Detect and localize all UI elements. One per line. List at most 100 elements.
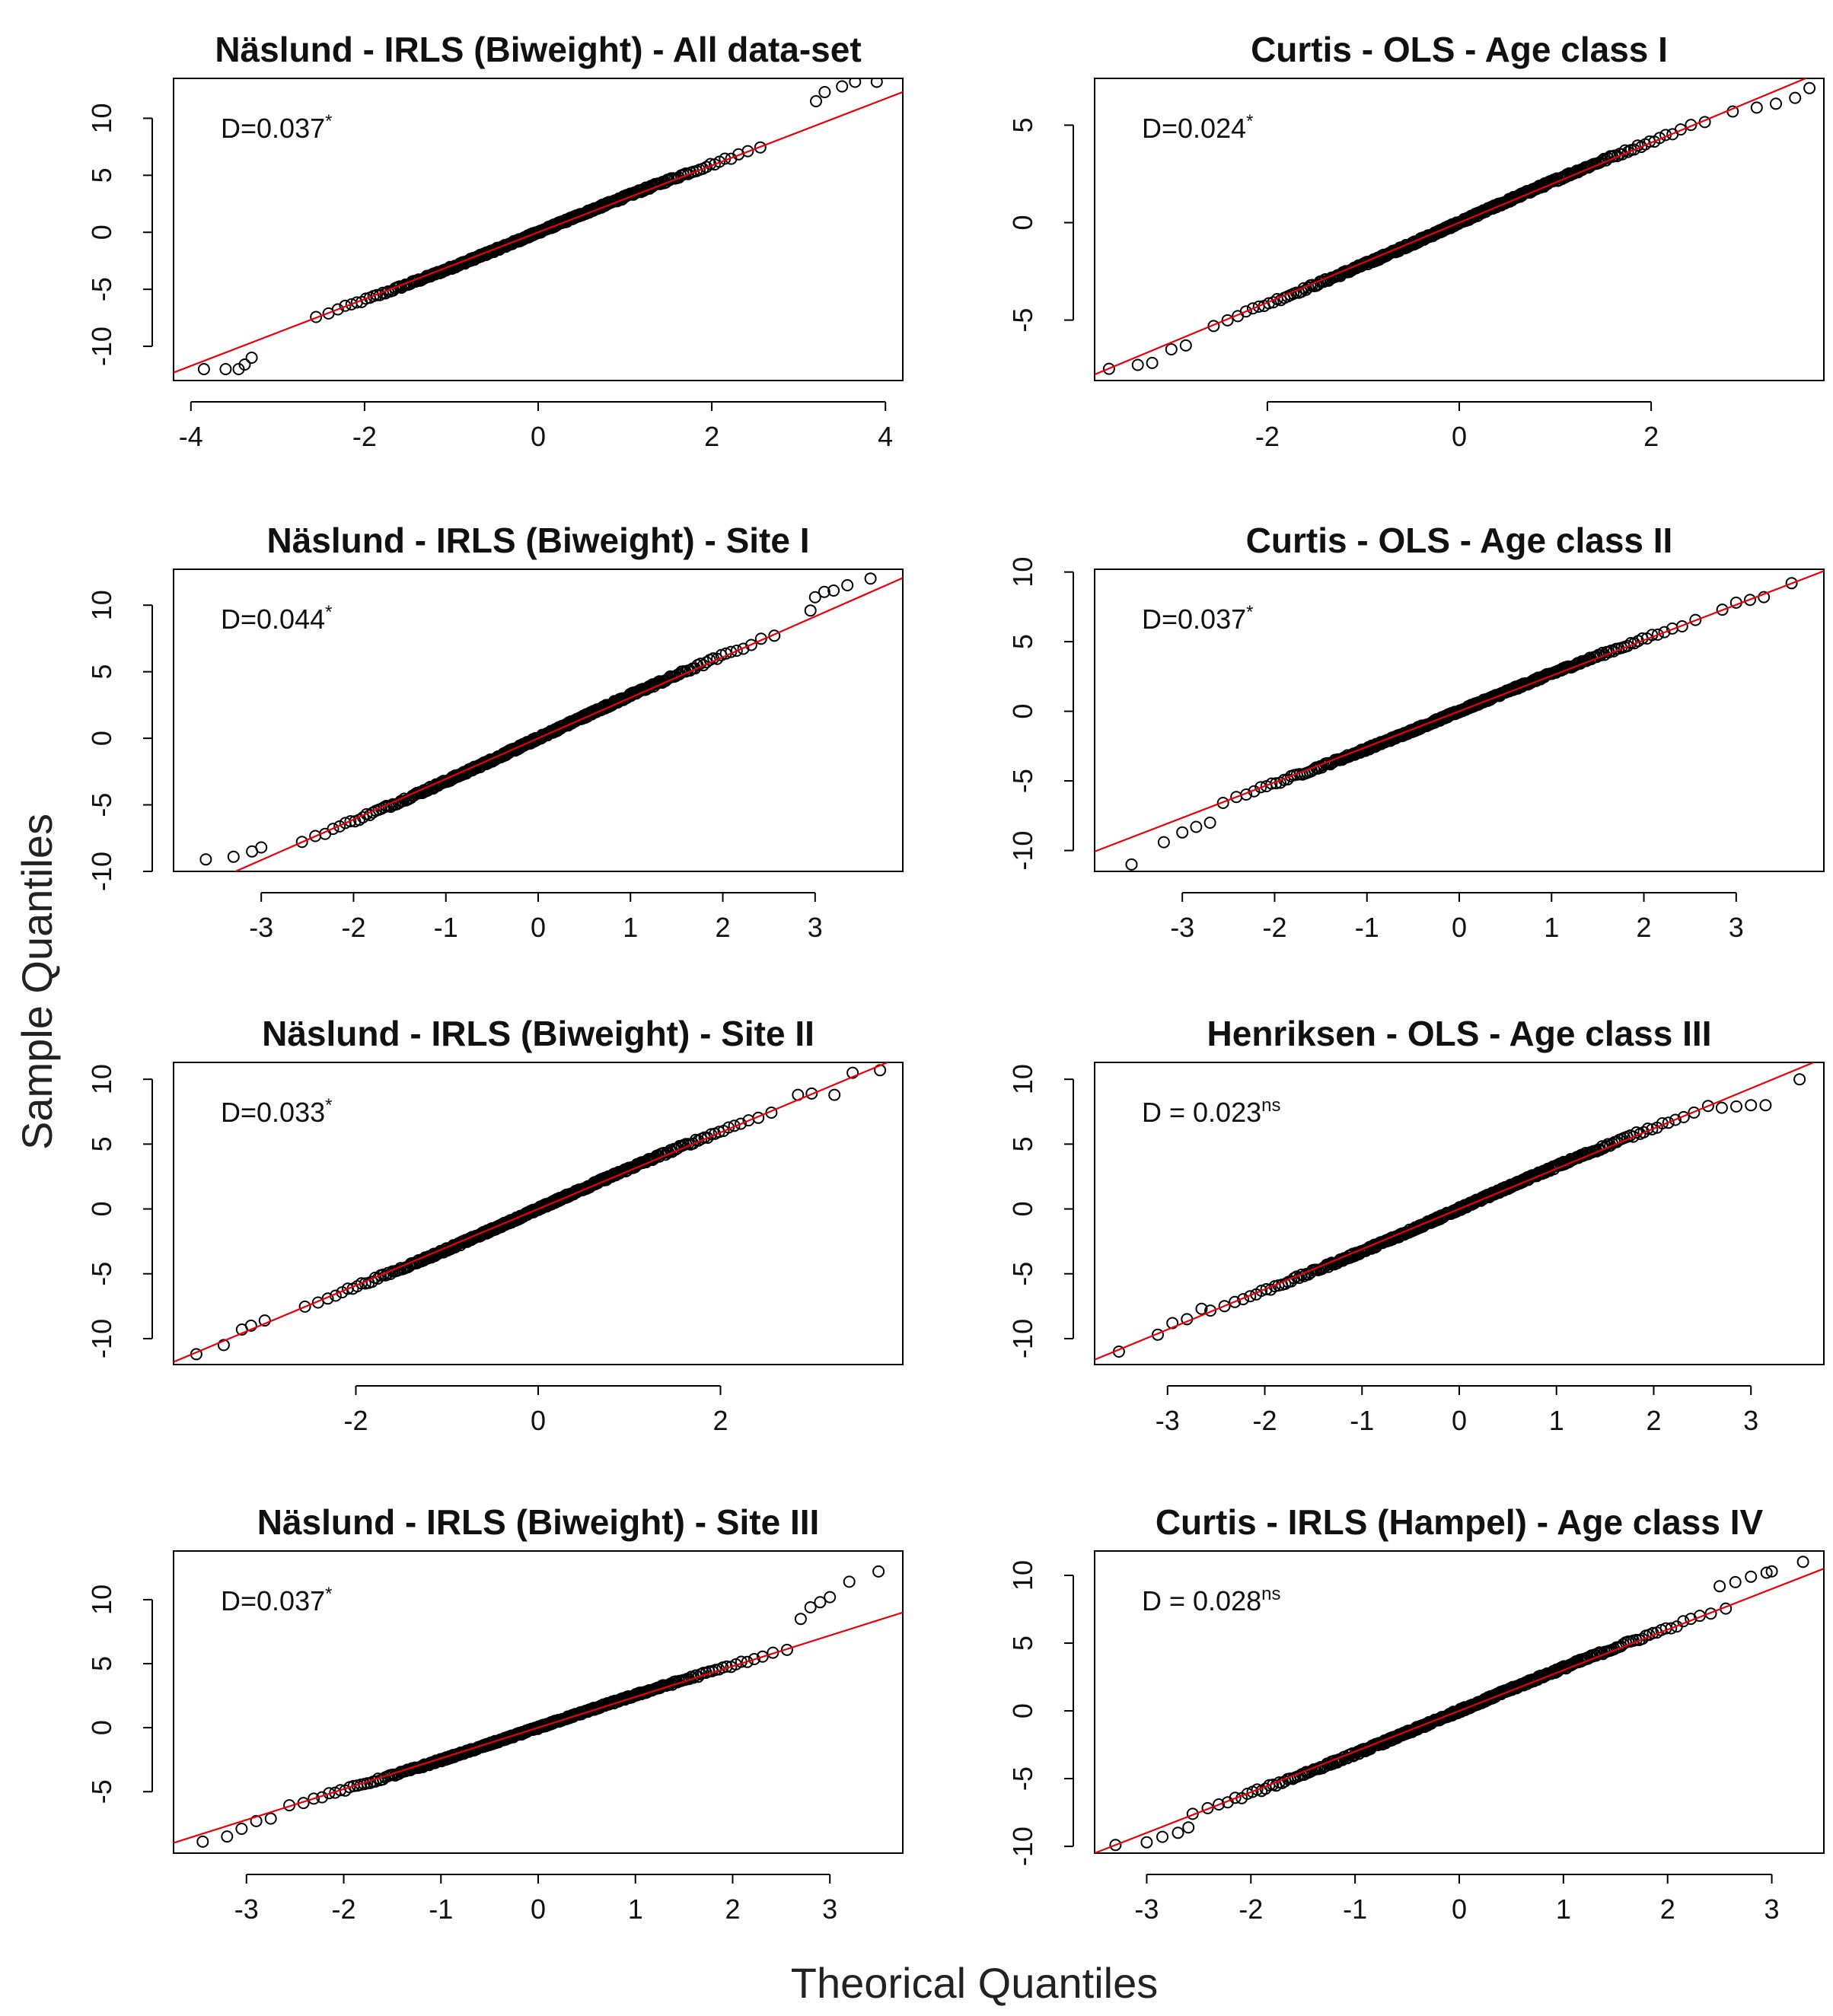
x-tick-label: 3 [1743,1405,1758,1436]
qq-point [711,652,724,665]
panel-3: Näslund - IRLS (Biweight) - Site I -3 -2 -1… [86,521,904,943]
panel-title: Curtis - OLS - Age class I [1251,30,1668,69]
x-tick-label: 2 [716,912,731,943]
panel-5: Näslund - IRLS (Biweight) - Site II -2 0 2 -… [86,1014,904,1436]
x-tick-label: 2 [1660,1893,1675,1925]
y-tick-label: 10 [1007,557,1038,588]
y-tick-label: 10 [86,1064,117,1094]
qq-point-tail [1750,101,1763,114]
y-tick-label: 5 [1007,634,1038,649]
panel-6: Henriksen - OLS - Age class III-3 -2 -1 0 1 2… [1007,1014,1825,1436]
panel-4: Curtis - OLS - Age class II-3 -2 -1 0 1 2 3-10… [1007,521,1825,943]
qq-reference-line [1095,1568,1824,1853]
qq-point-tail [1179,339,1192,352]
qq-point [1637,1126,1650,1139]
qq-point-tail [1789,91,1802,104]
panel-title: Curtis - OLS - Age class II [1246,521,1673,560]
y-tick-label: -10 [86,326,117,366]
ks-significance-mark: * [325,602,332,623]
qq-point [1669,1113,1682,1126]
qq-point-tail [219,363,232,375]
ks-statistic-label: D = 0.028ns [1142,1584,1280,1616]
qq-point [1653,132,1666,145]
qq-point [339,299,352,312]
x-tick-label: -4 [179,421,203,452]
y-tick-label: 10 [1007,1064,1038,1094]
qq-point-tail [227,850,240,863]
panel-title: Näslund - IRLS (Biweight) - All data-set [215,30,861,69]
qq-point [1204,1304,1217,1317]
y-tick-label: -10 [86,1319,117,1358]
ks-significance-mark: * [325,111,332,132]
qq-point-tail [818,86,831,98]
qq-point [701,1132,714,1144]
qq-reference-line [1095,570,1824,852]
qq-point [1636,1632,1649,1645]
qq-point-tail [238,358,251,371]
qq-point-tail [1758,591,1771,604]
qq-point [768,629,781,642]
qq-point-tail [1744,594,1756,607]
qq-point-tail [1765,1565,1778,1578]
qq-point [1201,1801,1214,1814]
x-tick-label: 2 [712,1405,728,1436]
qq-point [1221,314,1234,326]
x-tick-label: 1 [628,1893,643,1925]
ks-significance-mark: ns [1261,1584,1280,1604]
y-tick-label: -10 [1007,1319,1038,1358]
qq-point [344,815,357,828]
x-tick-label: 0 [531,1405,546,1436]
qq-point [1295,1268,1308,1281]
qq-point-tail [217,1339,230,1352]
x-tick-label: -3 [1170,912,1194,943]
qq-reference-line [1095,1062,1816,1361]
plot-frame [1094,1062,1825,1365]
qq-point-tail [810,95,822,107]
qq-point [308,1792,320,1805]
x-tick-label: 0 [1452,912,1467,943]
qq-point [1207,320,1220,333]
y-tick-label: 0 [1007,1202,1038,1217]
qq-points [1102,81,1816,375]
qq-point [756,1650,769,1663]
panel-2: Curtis - OLS - Age class I -2 0 2 -5 0 5 D=0.02… [1007,30,1825,452]
qq-point [1241,1788,1254,1800]
qq-point-tail [258,1314,271,1327]
y-tick-label: 0 [1007,215,1038,231]
qq-point-tail [872,1565,885,1578]
x-tick-label: 1 [1556,1893,1571,1925]
qq-point-tail [814,1596,827,1609]
panel-title: Näslund - IRLS (Biweight) - Site III [257,1502,820,1542]
qq-point [754,141,767,154]
qq-reference-line [174,91,903,374]
qq-point [1689,613,1702,626]
ks-statistic-label: D=0.044* [221,602,332,635]
x-tick-label: -1 [1355,912,1379,943]
qq-point-tail [1730,1100,1742,1113]
qq-point [1229,1295,1242,1308]
qq-point [331,303,344,316]
qq-point-tail [196,1835,209,1848]
qq-point [1685,119,1698,132]
x-tick-label: 1 [1544,912,1559,943]
qq-point [752,1111,765,1124]
ks-significance-mark: * [325,1095,332,1116]
qq-point [1621,639,1634,652]
qq-point-tail [1803,81,1816,94]
ks-statistic-label: D=0.033* [221,1095,332,1128]
qq-point-tail [1102,362,1115,375]
qq-point-tail [870,78,883,88]
qq-point [310,311,323,323]
panels-group: Näslund - IRLS (Biweight) - All data-set… [86,30,1825,1925]
qq-point-tail [804,604,817,617]
y-tick-label: 0 [86,1202,117,1217]
qq-point-tail [864,572,877,585]
x-tick-label: 0 [1452,1405,1467,1436]
plot-frame [173,78,904,381]
qq-point [1651,628,1664,641]
qq-point-tail [1745,1099,1758,1112]
qq-point [1704,1607,1717,1620]
x-tick-label: -2 [1262,912,1286,943]
qq-point-tail [1793,1073,1806,1086]
y-tick-label: -5 [86,793,117,817]
